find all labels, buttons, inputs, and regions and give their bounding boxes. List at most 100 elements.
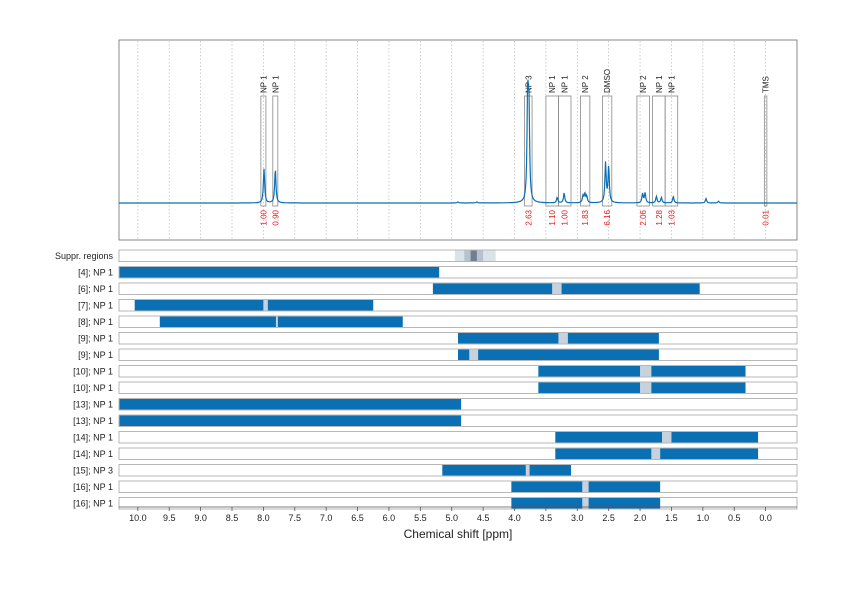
range-bar bbox=[458, 333, 559, 344]
row-label: [13]; NP 1 bbox=[73, 416, 113, 426]
x-tick-label: 2.0 bbox=[634, 513, 647, 523]
annotation-label: TMS bbox=[762, 76, 771, 93]
x-tick-label: 1.0 bbox=[697, 513, 710, 523]
row-label: [16]; NP 1 bbox=[73, 499, 113, 509]
x-axis-label: Chemical shift [ppm] bbox=[404, 527, 513, 541]
annotation-label: NP 1 bbox=[655, 75, 664, 93]
range-bar bbox=[561, 283, 700, 294]
x-tick-label: 4.0 bbox=[508, 513, 521, 523]
range-gap bbox=[640, 382, 652, 393]
range-bar bbox=[660, 448, 759, 459]
range-bar bbox=[671, 432, 759, 443]
range-bar bbox=[159, 316, 276, 327]
row-track bbox=[118, 365, 798, 378]
range-gap bbox=[582, 498, 589, 509]
spectrum-panel bbox=[118, 39, 798, 241]
annotation-label: NP 1 bbox=[271, 75, 280, 93]
spectrum-line bbox=[119, 79, 797, 204]
annotation-label: DMSO bbox=[603, 69, 612, 93]
row-track bbox=[118, 497, 798, 510]
x-tick-label: 1.5 bbox=[665, 513, 678, 523]
annotation-label: NP 1 bbox=[667, 75, 676, 93]
range-bar bbox=[119, 399, 462, 410]
row-track bbox=[118, 315, 798, 328]
annotation-box bbox=[763, 95, 768, 207]
row-label: [10]; NP 1 bbox=[73, 367, 113, 377]
range-gap bbox=[640, 366, 652, 377]
row-label: [16]; NP 1 bbox=[73, 482, 113, 492]
range-bar bbox=[134, 300, 264, 311]
x-tick-label: 0.0 bbox=[759, 513, 772, 523]
row-label: [14]; NP 1 bbox=[73, 433, 113, 443]
range-gap bbox=[469, 349, 479, 360]
row-track bbox=[118, 266, 798, 279]
row-label: [9]; NP 1 bbox=[78, 334, 113, 344]
annotation-label: NP 1 bbox=[561, 75, 570, 93]
range-gap bbox=[558, 333, 568, 344]
range-bar bbox=[267, 300, 374, 311]
range-bar bbox=[651, 382, 746, 393]
integral-value: 1.10 bbox=[548, 209, 557, 225]
annotation-box bbox=[580, 95, 591, 207]
x-tick-label: 8.0 bbox=[257, 513, 270, 523]
x-tick-label: 5.5 bbox=[414, 513, 427, 523]
range-bar bbox=[511, 498, 583, 509]
x-tick-label: 5.0 bbox=[445, 513, 458, 523]
range-bar bbox=[432, 283, 553, 294]
integral-value: 6.16 bbox=[603, 209, 612, 225]
range-gap bbox=[525, 465, 530, 476]
range-bar bbox=[119, 415, 462, 426]
range-bar bbox=[555, 432, 663, 443]
range-gap bbox=[662, 432, 672, 443]
range-bar bbox=[277, 316, 403, 327]
row-track bbox=[118, 447, 798, 460]
x-tick-label: 9.5 bbox=[163, 513, 176, 523]
x-tick-label: 10.0 bbox=[129, 513, 147, 523]
row-label: [10]; NP 1 bbox=[73, 383, 113, 393]
suppressed-region-dark bbox=[470, 250, 477, 261]
integral-value: 0.90 bbox=[271, 209, 280, 225]
range-bar bbox=[555, 448, 652, 459]
range-bar bbox=[588, 498, 661, 509]
integral-value: 2.63 bbox=[524, 209, 533, 225]
annotation-box bbox=[652, 95, 666, 207]
range-bar bbox=[119, 267, 440, 278]
row-label: [7]; NP 1 bbox=[78, 301, 113, 311]
row-label: [4]; NP 1 bbox=[78, 268, 113, 278]
integral-value: 1.00 bbox=[259, 209, 268, 225]
row-label: [6]; NP 1 bbox=[78, 284, 113, 294]
annotation-box bbox=[601, 95, 613, 207]
x-tick-label: 4.5 bbox=[477, 513, 490, 523]
annotation-label: NP 2 bbox=[581, 75, 590, 93]
integral-value: 1.03 bbox=[667, 209, 676, 225]
x-tick-label: 3.0 bbox=[571, 513, 584, 523]
annotation-box bbox=[272, 95, 279, 207]
x-tick-label: 3.5 bbox=[540, 513, 553, 523]
row-label: [14]; NP 1 bbox=[73, 449, 113, 459]
row-label: [13]; NP 1 bbox=[73, 400, 113, 410]
integral-value: 1.28 bbox=[655, 209, 664, 225]
range-gap bbox=[263, 300, 268, 311]
annotation-box bbox=[636, 95, 650, 207]
range-gap bbox=[552, 283, 562, 294]
range-bar bbox=[529, 465, 571, 476]
row-label: [9]; NP 1 bbox=[78, 350, 113, 360]
range-gap bbox=[651, 448, 661, 459]
x-axis: 10.0 9.5 9.0 8.5 8.0 7.5 7.0 6.5 6.0 5.5 5.0 4.5 4.0… bbox=[119, 506, 797, 523]
range-bar bbox=[538, 366, 641, 377]
annotation-box bbox=[664, 95, 679, 207]
annotation-label: NP 2 bbox=[639, 75, 648, 93]
x-tick-label: 0.5 bbox=[728, 513, 741, 523]
range-rows: Suppr. regions [4]; NP 1 [6]; NP 1 [7]; NP … bbox=[55, 249, 798, 510]
annotation-label: NP 1 bbox=[548, 75, 557, 93]
x-tick-label: 7.0 bbox=[320, 513, 333, 523]
row-track bbox=[118, 431, 798, 444]
annotation-label: NP 1 bbox=[259, 75, 268, 93]
annotation-box bbox=[260, 95, 267, 207]
range-bar bbox=[538, 382, 641, 393]
range-gap bbox=[275, 316, 278, 327]
range-bar bbox=[651, 366, 746, 377]
range-bar bbox=[567, 333, 659, 344]
